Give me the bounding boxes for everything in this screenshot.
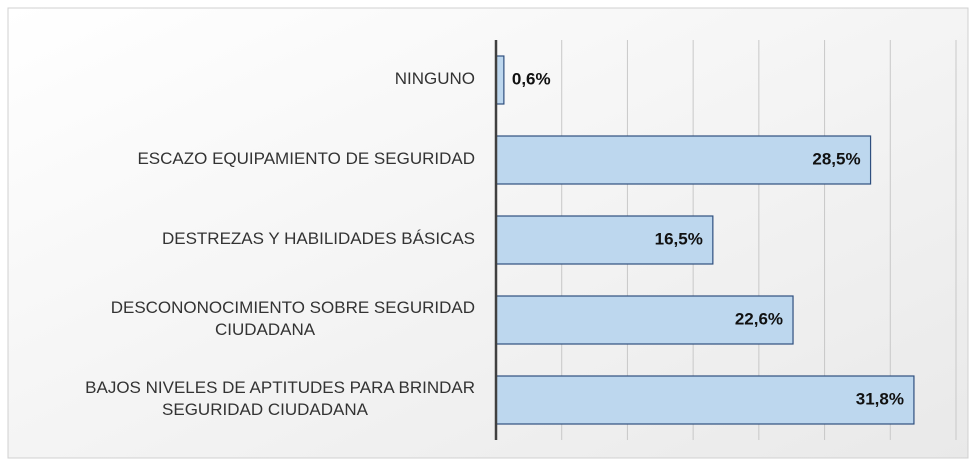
y-tick-label-line: BAJOS NIVELES DE APTITUDES PARA BRINDAR [85,378,475,397]
y-tick-label: NINGUNO [395,69,475,88]
y-tick-label-line: CIUDADANA [215,320,316,339]
y-tick-label-line: DESTREZAS Y HABILIDADES BÁSICAS [162,229,475,248]
value-label: 28,5% [812,149,860,168]
y-tick-label: ESCAZO EQUIPAMIENTO DE SEGURIDAD [137,149,475,168]
y-tick-label-line: ESCAZO EQUIPAMIENTO DE SEGURIDAD [137,149,475,168]
value-label: 16,5% [655,229,703,248]
value-label: 22,6% [735,309,783,328]
y-tick-label: DESCONONOCIMIENTO SOBRE SEGURIDAD CIUDADA… [111,298,475,339]
bars: 0,6% 28,5% 16,5% 22,6% 31,8% [495,55,915,425]
bar [495,295,794,345]
y-tick-label: BAJOS NIVELES DE APTITUDES PARA BRINDAR S… [85,378,475,419]
bar [495,135,872,185]
value-label: 31,8% [856,389,904,408]
y-tick-label-line: DESCONONOCIMIENTO SOBRE SEGURIDAD [111,298,475,317]
y-tick-label: DESTREZAS Y HABILIDADES BÁSICAS [162,229,475,248]
y-tick-label-line: NINGUNO [395,69,475,88]
bar [495,375,915,425]
y-tick-label-line: SEGURIDAD CIUDADANA [162,400,369,419]
value-label: 0,6% [512,69,551,88]
